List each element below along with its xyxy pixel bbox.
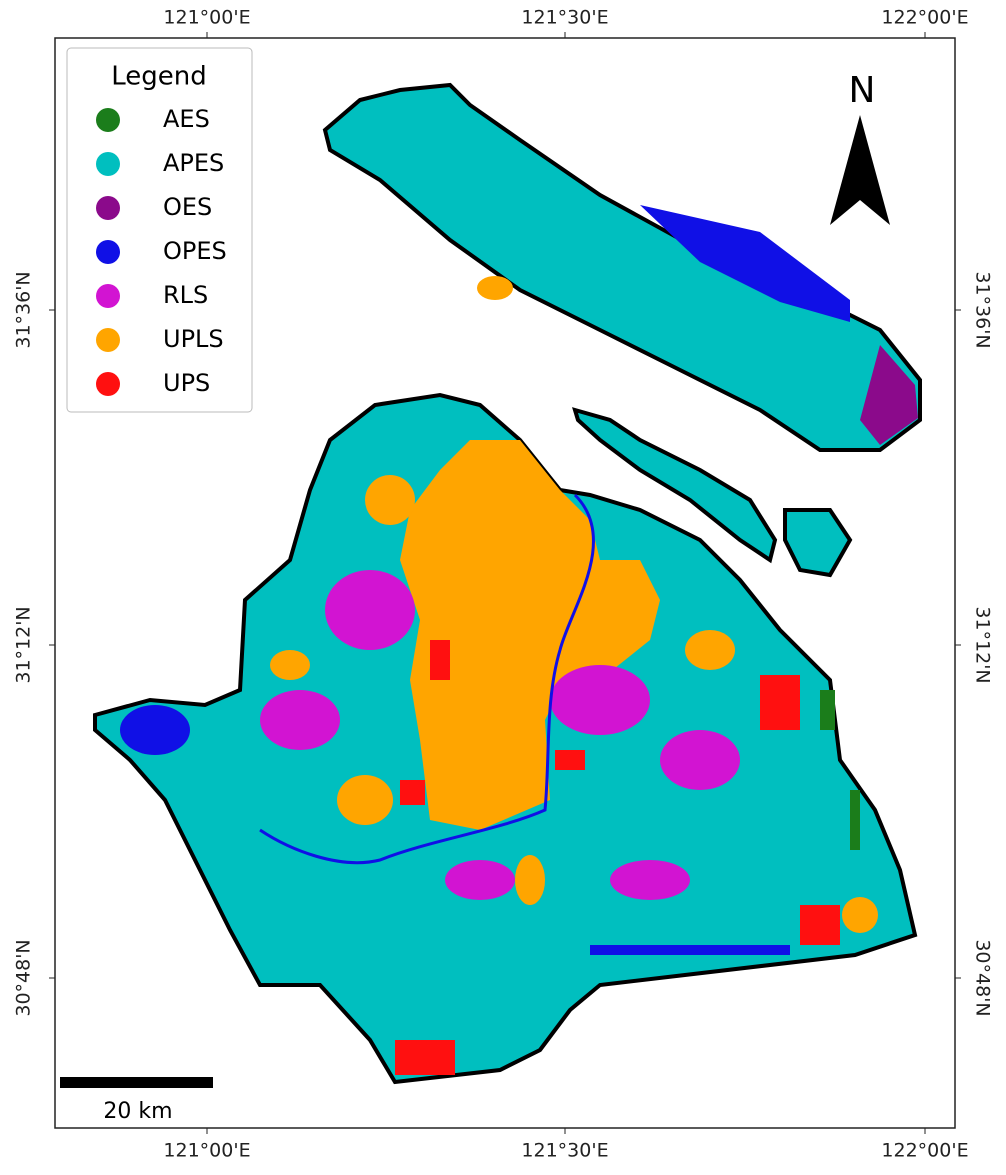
left-label: 31°12'N <box>13 606 35 683</box>
land-patch <box>337 775 393 825</box>
legend-label: APES <box>163 149 224 177</box>
legend-label: UPLS <box>163 325 224 353</box>
right-label: 30°48'N <box>972 939 994 1016</box>
island-patch <box>477 276 513 300</box>
legend-label: OPES <box>163 237 227 265</box>
north-label: N <box>849 70 876 111</box>
land-patch <box>260 690 340 750</box>
north-arrow <box>830 115 860 225</box>
coordinate-labels: 121°00'E 121°30'E 122°00'E 121°00'E 121°30'E… <box>13 7 994 1162</box>
top-label: 121°30'E <box>521 7 608 29</box>
legend-title: Legend <box>111 62 207 92</box>
land-patch <box>850 790 860 850</box>
island-water <box>640 205 850 322</box>
north-arrow <box>860 115 890 225</box>
legend-label: UPS <box>163 369 210 397</box>
land-patch <box>400 780 425 805</box>
bottom-label: 121°30'E <box>521 1140 608 1162</box>
land-patch <box>325 570 415 650</box>
land-patch <box>395 1040 455 1075</box>
land-patch <box>590 945 790 955</box>
legend-marker <box>96 152 120 176</box>
legend-marker <box>96 240 120 264</box>
land-patch <box>660 730 740 790</box>
land-patch <box>820 690 835 730</box>
left-label: 31°36'N <box>13 271 35 348</box>
bottom-label: 122°00'E <box>881 1140 968 1162</box>
map <box>93 82 922 1085</box>
legend-label: AES <box>163 105 210 133</box>
legend-marker <box>96 372 120 396</box>
land-patch <box>445 860 515 900</box>
land-patch <box>842 897 878 933</box>
left-label: 30°48'N <box>13 939 35 1016</box>
bottom-label: 121°00'E <box>163 1140 250 1162</box>
urban-core <box>400 440 660 830</box>
legend-marker <box>96 328 120 352</box>
scale-bar <box>60 1077 213 1088</box>
legend: Legend AES APES OES OPES RLS UPLS UPS <box>66 47 253 413</box>
legend-label: RLS <box>163 281 208 309</box>
land-patch <box>270 650 310 680</box>
land-patch <box>120 705 190 755</box>
land-patch <box>430 640 450 680</box>
legend-box <box>66 47 253 413</box>
land-patch <box>515 855 545 905</box>
right-label: 31°12'N <box>972 606 994 683</box>
island <box>783 508 853 578</box>
land-patch <box>555 750 585 770</box>
map-frame <box>54 37 956 1129</box>
top-label: 122°00'E <box>881 7 968 29</box>
river <box>259 493 595 865</box>
legend-marker <box>96 196 120 220</box>
land-patch <box>760 675 800 730</box>
scale-label: 20 km <box>103 1099 172 1124</box>
land-patch <box>610 860 690 900</box>
land-patch <box>550 665 650 735</box>
island <box>322 82 922 452</box>
land-patches <box>120 475 878 1075</box>
land-patch <box>685 630 735 670</box>
right-label: 31°36'N <box>972 271 994 348</box>
top-label: 121°00'E <box>163 7 250 29</box>
legend-marker <box>96 284 120 308</box>
island-tip <box>860 345 918 445</box>
legend-marker <box>96 108 120 132</box>
land-patch <box>800 905 840 945</box>
legend-label: OES <box>163 193 212 221</box>
island <box>572 407 778 564</box>
land-patch <box>365 475 415 525</box>
